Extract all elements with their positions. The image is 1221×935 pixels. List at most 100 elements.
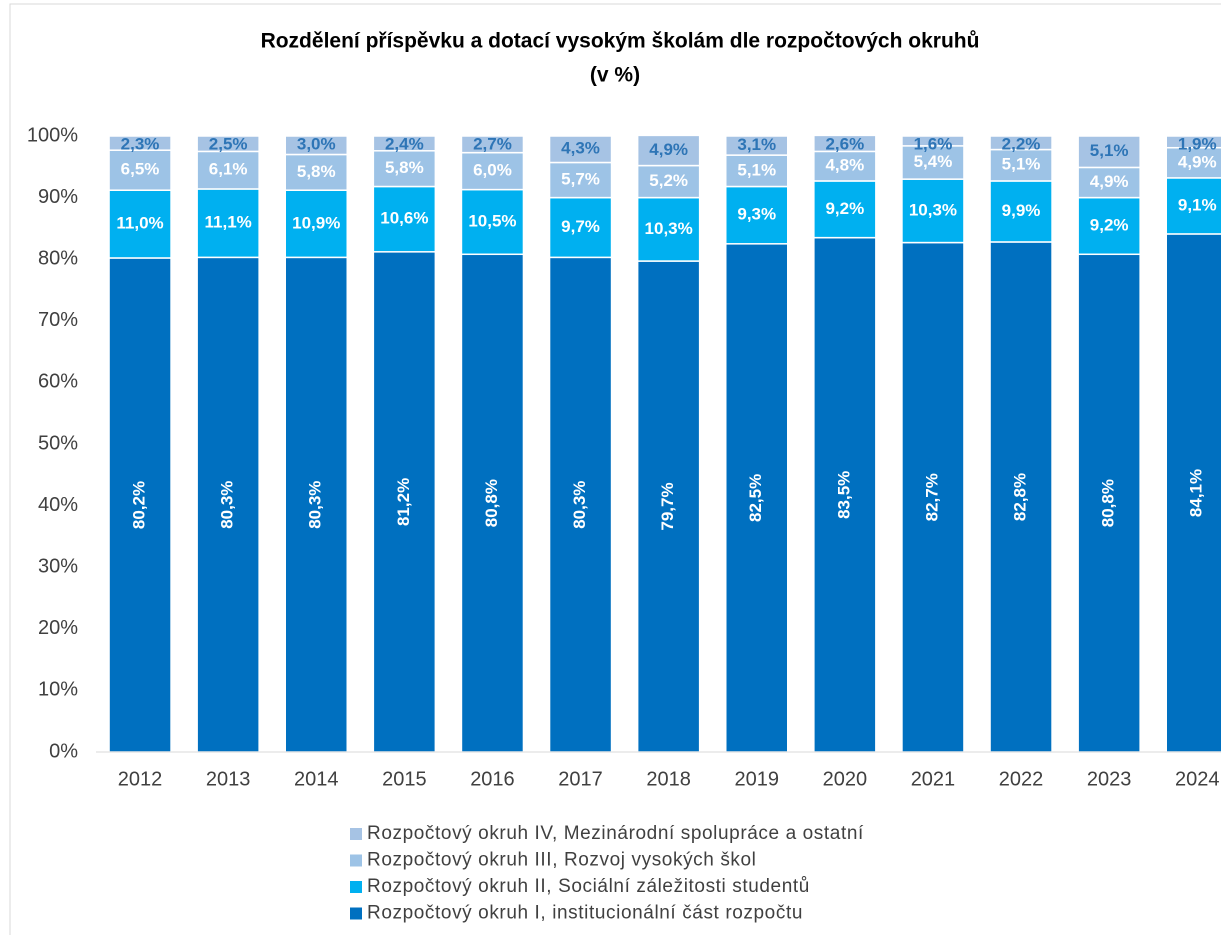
- y-tick-label: 40%: [38, 494, 78, 516]
- data-label: 83,5%: [834, 471, 853, 519]
- bar-segment: [901, 135, 965, 147]
- data-label: 9,3%: [737, 205, 776, 224]
- bar-segment: [108, 135, 172, 151]
- data-label: 79,7%: [658, 482, 677, 530]
- bar-segment: [108, 149, 172, 191]
- legend-swatch: [350, 907, 362, 920]
- bar-segment: [460, 135, 525, 154]
- bar-segment: [372, 135, 437, 152]
- x-tick-label: 2013: [206, 768, 251, 790]
- x-tick-label: 2014: [294, 768, 339, 790]
- bar-segment: [1077, 196, 1141, 256]
- data-label: 2,2%: [1002, 134, 1041, 153]
- bar-segment: [1165, 135, 1221, 149]
- data-label: 2,7%: [473, 134, 512, 153]
- data-label: 9,2%: [1090, 215, 1129, 234]
- bar-segment: [989, 148, 1053, 182]
- x-tick-label: 2024: [1175, 768, 1220, 790]
- data-label: 80,8%: [482, 479, 501, 527]
- data-label: 80,2%: [130, 481, 149, 529]
- bar-segment: [725, 154, 789, 188]
- y-tick-label: 10%: [38, 679, 78, 701]
- y-tick-label: 60%: [38, 371, 78, 393]
- bar-segment: [548, 161, 613, 199]
- data-label: 84,1%: [1187, 469, 1206, 517]
- data-label: 9,2%: [825, 199, 864, 218]
- bar-segment: [372, 185, 437, 253]
- y-tick-label: 90%: [38, 186, 78, 208]
- bar-segment: [901, 178, 965, 244]
- x-tick-label: 2019: [735, 768, 780, 790]
- bar-segment: [372, 251, 437, 753]
- chart-border: [9, 3, 1221, 935]
- data-label: 4,8%: [825, 156, 864, 175]
- legend-label: Rozpočtový okruh III, Rozvoj vysokých šk…: [367, 850, 757, 871]
- data-label: 10,5%: [468, 211, 516, 230]
- bar-segment: [460, 188, 525, 256]
- y-tick-label: 50%: [38, 432, 78, 454]
- data-label: 5,2%: [649, 171, 688, 190]
- legend-swatch: [350, 854, 362, 867]
- bar-segment: [636, 196, 701, 262]
- bar-segment: [1077, 135, 1141, 169]
- data-label: 5,4%: [914, 152, 953, 171]
- y-tick-label: 80%: [38, 247, 78, 269]
- bar-segment: [989, 241, 1053, 753]
- data-label: 10,6%: [380, 209, 428, 228]
- data-label: 4,9%: [1178, 152, 1217, 171]
- x-tick-label: 2021: [911, 768, 956, 790]
- bar-segment: [636, 134, 701, 167]
- y-tick-label: 30%: [38, 555, 78, 577]
- data-label: 9,9%: [1002, 201, 1041, 220]
- data-label: 5,1%: [737, 160, 776, 179]
- data-label: 80,3%: [218, 481, 237, 529]
- x-tick-label: 2020: [823, 768, 868, 790]
- bar-segment: [901, 241, 965, 753]
- data-label: 6,0%: [473, 161, 512, 180]
- y-tick-label: 0%: [49, 740, 78, 762]
- bar-segment: [284, 135, 348, 156]
- data-label: 6,1%: [209, 160, 248, 179]
- bar-segment: [725, 135, 789, 156]
- bar-segment: [989, 180, 1053, 243]
- data-label: 11,1%: [205, 213, 252, 232]
- bar-segment: [813, 180, 877, 239]
- data-label: 2,4%: [385, 134, 424, 153]
- data-label: 80,3%: [306, 481, 325, 529]
- x-tick-label: 2012: [118, 768, 163, 790]
- data-label: 5,8%: [385, 158, 424, 177]
- data-label: 6,5%: [121, 160, 160, 179]
- data-label: 1,6%: [914, 134, 953, 153]
- x-tick-label: 2017: [558, 768, 603, 790]
- x-tick-label: 2015: [382, 768, 427, 790]
- bar-segment: [989, 135, 1053, 151]
- data-label: 2,5%: [209, 134, 248, 153]
- bar-segment: [108, 189, 172, 259]
- bar-segment: [196, 135, 260, 153]
- data-label: 2,6%: [825, 134, 864, 153]
- bar-segment: [1165, 177, 1221, 235]
- bar-segment: [196, 256, 260, 753]
- data-label: 82,8%: [1011, 473, 1030, 521]
- data-label: 1,9%: [1178, 134, 1217, 153]
- bar-segment: [548, 256, 613, 753]
- x-tick-label: 2023: [1087, 768, 1132, 790]
- data-label: 10,3%: [645, 219, 693, 238]
- bar-segment: [813, 150, 877, 182]
- data-label: 80,8%: [1099, 479, 1118, 527]
- legend-swatch: [350, 828, 362, 840]
- legend-label: Rozpočtový okruh II, Sociální záležitost…: [367, 876, 810, 897]
- bar-segment: [1165, 146, 1221, 179]
- data-label: 9,7%: [561, 217, 600, 236]
- legend-label: Rozpočtový okruh IV, Mezinárodní spolupr…: [367, 823, 864, 844]
- data-label: 11,0%: [116, 214, 163, 233]
- bar-segment: [548, 135, 613, 164]
- data-label: 5,7%: [561, 170, 600, 189]
- data-label: 10,3%: [909, 200, 957, 219]
- bar-segment: [813, 236, 877, 753]
- data-label: 5,1%: [1090, 141, 1129, 160]
- bar-segment: [460, 253, 525, 753]
- data-label: 2,3%: [121, 134, 160, 153]
- data-label: 81,2%: [394, 478, 413, 526]
